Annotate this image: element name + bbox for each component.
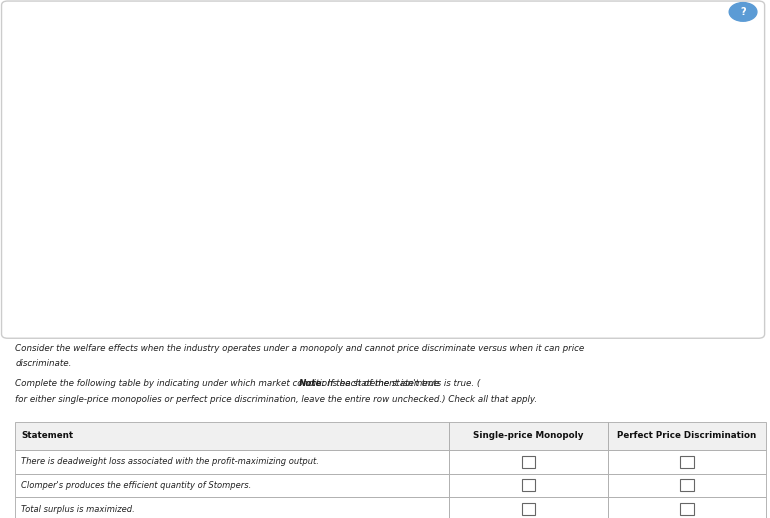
FancyBboxPatch shape xyxy=(15,473,449,497)
FancyBboxPatch shape xyxy=(680,503,694,515)
FancyBboxPatch shape xyxy=(449,497,608,518)
Text: Profit: Profit xyxy=(494,169,520,179)
FancyBboxPatch shape xyxy=(521,503,535,515)
Text: Statement: Statement xyxy=(22,431,73,440)
Text: Complete the following table by indicating under which market conditions each of: Complete the following table by indicati… xyxy=(15,380,480,388)
Text: Total surplus is maximized.: Total surplus is maximized. xyxy=(22,505,135,514)
Text: Single-price Monopoly: Single-price Monopoly xyxy=(473,431,584,440)
FancyBboxPatch shape xyxy=(521,480,535,492)
Circle shape xyxy=(729,3,757,21)
FancyBboxPatch shape xyxy=(449,422,608,450)
FancyBboxPatch shape xyxy=(680,480,694,492)
Text: Monopoly Outcome: Monopoly Outcome xyxy=(459,95,554,105)
Text: Deadweight Loss: Deadweight Loss xyxy=(465,313,548,323)
Text: Perfect Price Discrimination: Perfect Price Discrimination xyxy=(618,431,756,440)
FancyBboxPatch shape xyxy=(608,422,766,450)
FancyBboxPatch shape xyxy=(521,455,535,468)
FancyBboxPatch shape xyxy=(449,473,608,497)
FancyBboxPatch shape xyxy=(15,450,449,473)
FancyBboxPatch shape xyxy=(680,455,694,468)
FancyBboxPatch shape xyxy=(487,262,527,301)
FancyBboxPatch shape xyxy=(2,1,765,338)
X-axis label: QUANTITY (Pairs of Stompers): QUANTITY (Pairs of Stompers) xyxy=(172,322,306,330)
Text: Note:: Note: xyxy=(299,380,326,388)
Text: Consumer Surplus: Consumer Surplus xyxy=(462,241,551,251)
FancyBboxPatch shape xyxy=(608,497,766,518)
Text: MC = ATC: MC = ATC xyxy=(240,215,281,224)
FancyBboxPatch shape xyxy=(15,497,449,518)
FancyBboxPatch shape xyxy=(487,118,527,156)
Text: for either single-price monopolies or perfect price discrimination, leave the en: for either single-price monopolies or pe… xyxy=(15,395,537,404)
Text: Consider the welfare effects when the industry operates under a monopoly and can: Consider the welfare effects when the in… xyxy=(15,343,584,353)
Y-axis label: PRICE (Dollars per pair of Stompers): PRICE (Dollars per pair of Stompers) xyxy=(23,94,32,258)
Text: ?: ? xyxy=(740,7,746,17)
FancyBboxPatch shape xyxy=(449,450,608,473)
FancyBboxPatch shape xyxy=(487,190,527,229)
FancyBboxPatch shape xyxy=(15,422,449,450)
Text: Clomper's produces the efficient quantity of Stompers.: Clomper's produces the efficient quantit… xyxy=(22,481,252,490)
Text: If the statement isn't true: If the statement isn't true xyxy=(325,380,439,388)
Text: There is deadweight loss associated with the profit-maximizing output.: There is deadweight loss associated with… xyxy=(22,457,319,466)
FancyBboxPatch shape xyxy=(608,450,766,473)
Text: discriminate.: discriminate. xyxy=(15,359,72,368)
FancyBboxPatch shape xyxy=(608,473,766,497)
Text: Demand: Demand xyxy=(341,289,377,298)
